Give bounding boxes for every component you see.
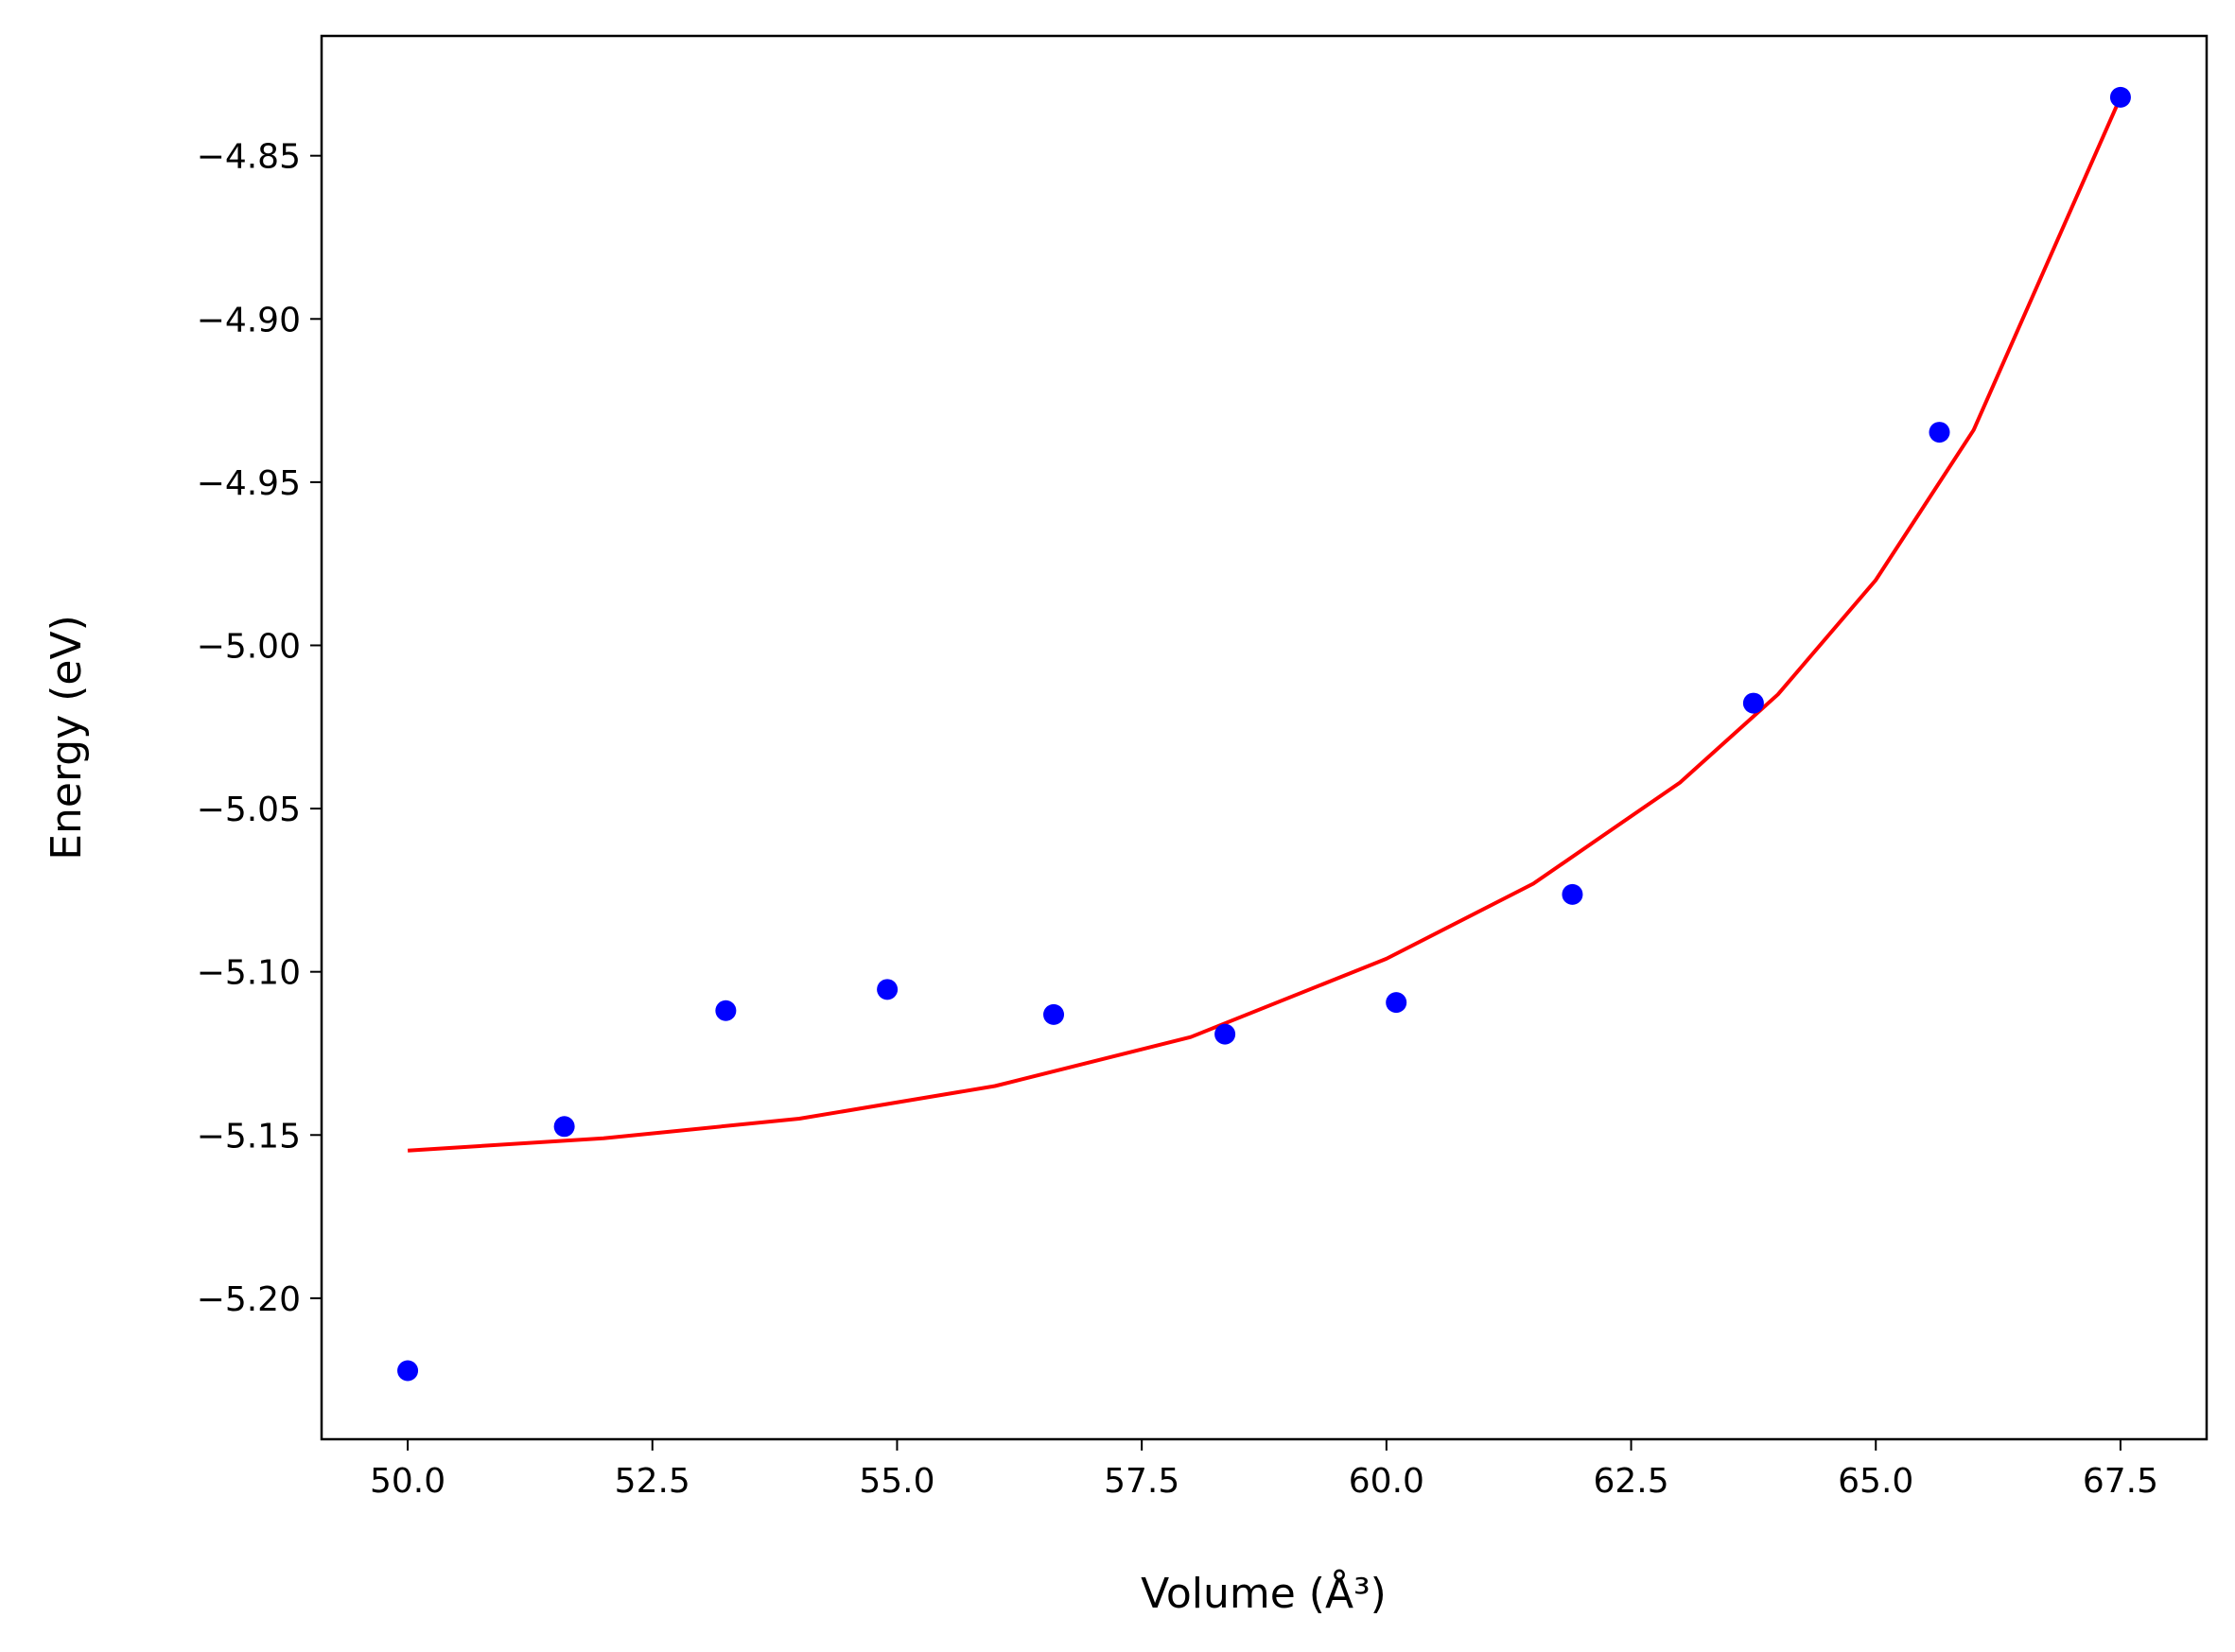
x-axis: 50.0 52.5 55.0 57.5 60.0 62.5 65.0 67.5: [370, 1439, 2158, 1501]
data-point: [397, 1360, 419, 1382]
x-tick-label: 52.5: [615, 1462, 690, 1501]
y-tick-label: −5.00: [197, 627, 301, 666]
data-point: [2109, 86, 2131, 108]
x-tick-label: 57.5: [1104, 1462, 1179, 1501]
y-tick-label: −5.05: [197, 791, 301, 829]
x-tick-label: 65.0: [1838, 1462, 1913, 1501]
plot-area: [397, 86, 2131, 1382]
y-tick-label: −5.10: [197, 954, 301, 993]
data-point: [1742, 692, 1764, 714]
x-tick-label: 50.0: [370, 1462, 445, 1501]
data-point: [1929, 422, 1950, 443]
data-point: [877, 979, 899, 1000]
data-point: [1562, 883, 1583, 905]
x-tick-label: 62.5: [1593, 1462, 1668, 1501]
fit-curve-line: [407, 96, 2122, 1153]
y-tick-label: −5.20: [197, 1280, 301, 1319]
y-axis: −4.85 −4.90 −4.95 −5.00 −5.05 −5.10 −5.15 −5.20: [197, 138, 322, 1319]
x-tick-label: 67.5: [2083, 1462, 2158, 1501]
y-tick-label: −4.90: [197, 301, 301, 339]
y-tick-label: −4.85: [197, 138, 301, 177]
x-axis-title: Volume (Å³): [1141, 1568, 1387, 1618]
plot-frame: [320, 34, 2209, 1441]
x-tick-label: 55.0: [859, 1462, 934, 1501]
data-point: [1043, 1003, 1065, 1025]
y-tick-label: −4.95: [197, 464, 301, 503]
data-point: [1386, 992, 1407, 1014]
y-axis-title: Energy (eV): [43, 615, 91, 861]
data-point: [553, 1116, 575, 1138]
data-point: [715, 1000, 737, 1021]
x-tick-label: 60.0: [1349, 1462, 1424, 1501]
data-point: [1214, 1023, 1236, 1045]
y-tick-label: −5.15: [197, 1117, 301, 1156]
